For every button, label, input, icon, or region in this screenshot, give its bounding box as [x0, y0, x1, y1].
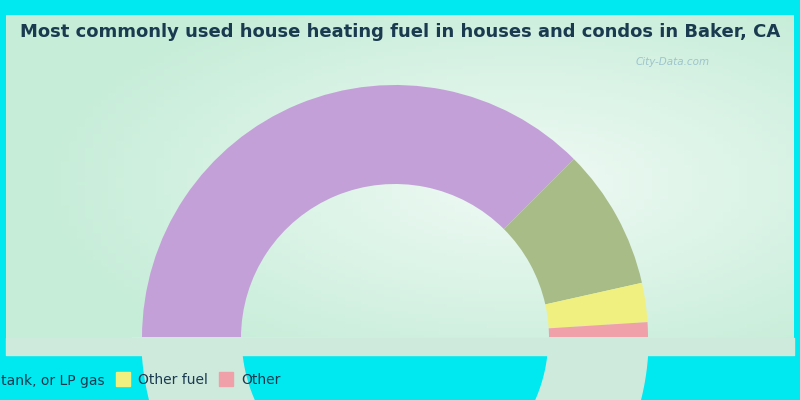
Polygon shape	[142, 338, 648, 400]
Legend: Electricity, Bottled, tank, or LP gas, Other fuel, Other: Electricity, Bottled, tank, or LP gas, O…	[0, 368, 286, 393]
Wedge shape	[549, 322, 648, 338]
Text: Most commonly used house heating fuel in houses and condos in Baker, CA: Most commonly used house heating fuel in…	[20, 23, 780, 41]
Wedge shape	[504, 159, 642, 304]
Bar	[132, 337, 678, 355]
Wedge shape	[142, 85, 574, 338]
Wedge shape	[546, 283, 647, 328]
Text: City-Data.com: City-Data.com	[636, 57, 710, 67]
